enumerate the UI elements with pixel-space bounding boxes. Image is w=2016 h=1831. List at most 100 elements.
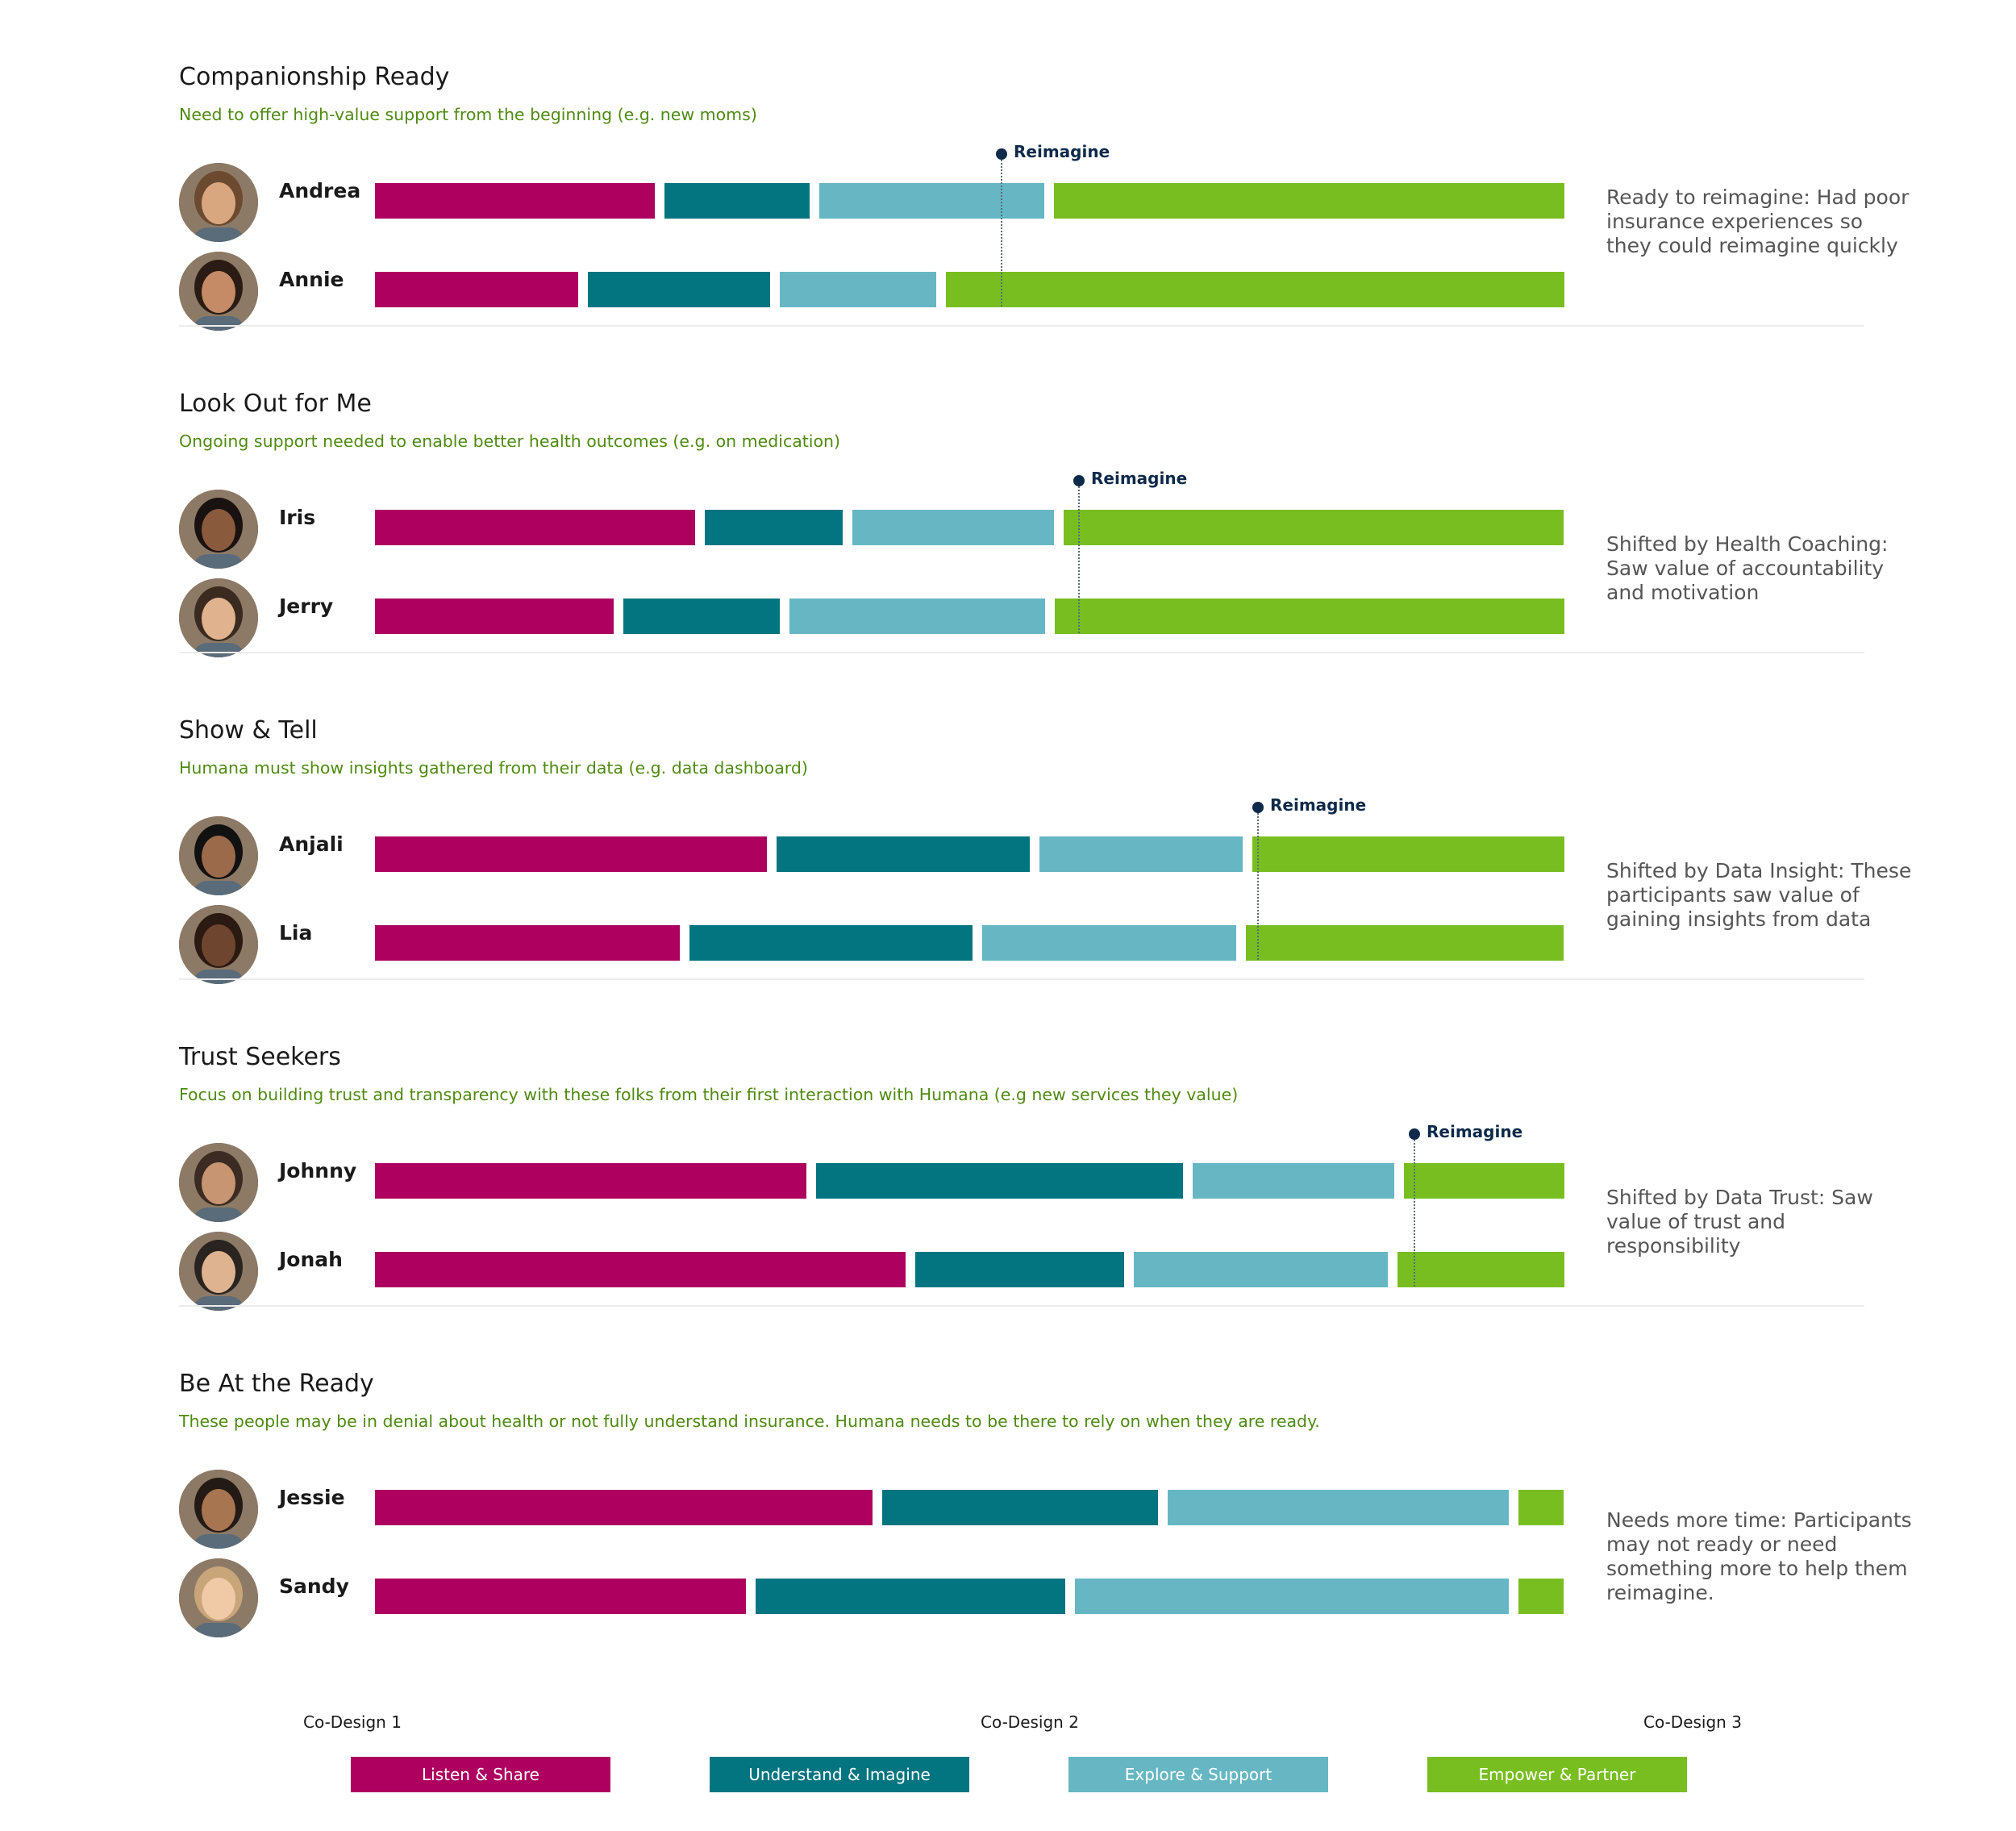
phase-label-1: Co-Design 1 <box>303 1712 402 1732</box>
group-title: Trust Seekers <box>179 1043 341 1071</box>
person-name: Lia <box>279 921 313 945</box>
bar-understand-imagine <box>588 272 770 307</box>
reimagine-line <box>1001 153 1002 307</box>
bar-empower-partner <box>1064 510 1564 545</box>
group-note: Shifted by Health Coaching: Saw value of… <box>1606 532 1889 604</box>
avatar <box>179 163 258 242</box>
person-name: Iris <box>279 506 316 529</box>
group-section: Be At the Ready These people may be in de… <box>0 1307 2016 1637</box>
legend-empower-partner: Empower & Partner <box>1427 1757 1687 1792</box>
avatar <box>179 816 258 895</box>
group-title: Show & Tell <box>179 716 318 744</box>
bar-understand-imagine <box>777 836 1030 872</box>
avatar <box>179 252 258 331</box>
avatar <box>179 905 258 984</box>
bar-explore-support <box>1075 1579 1509 1614</box>
group-section: Show & Tell Humana must show insights gat… <box>0 653 2016 984</box>
avatar <box>179 490 258 569</box>
group-note: Shifted by Data Insight: These participa… <box>1606 859 1912 931</box>
bar-listen-share <box>375 1579 746 1614</box>
avatar <box>179 1558 258 1637</box>
group-title: Be At the Ready <box>179 1370 374 1398</box>
reimagine-label: Reimagine <box>1427 1122 1523 1141</box>
bar-explore-support <box>852 510 1054 545</box>
bar-listen-share <box>375 272 578 307</box>
bar-explore-support <box>780 272 936 307</box>
bar-explore-support <box>819 183 1044 219</box>
person-name: Johnny <box>279 1159 357 1182</box>
bar-explore-support <box>789 599 1045 634</box>
person-name: Jerry <box>279 594 334 618</box>
reimagine-dot <box>1252 802 1264 813</box>
bar-understand-imagine <box>915 1252 1124 1287</box>
bar-empower-partner <box>1054 183 1564 219</box>
section-divider <box>179 652 1864 653</box>
bar-listen-share <box>375 1163 806 1199</box>
group-title: Companionship Ready <box>179 63 450 91</box>
bar-explore-support <box>1193 1163 1394 1199</box>
bar-empower-partner <box>1518 1579 1564 1614</box>
group-subtitle: These people may be in denial about heal… <box>179 1412 1320 1431</box>
bar-listen-share <box>375 599 614 634</box>
person-name: Sandy <box>279 1574 349 1598</box>
bar-empower-partner <box>1055 599 1564 634</box>
avatar <box>179 1143 258 1222</box>
section-divider <box>179 978 1864 980</box>
bar-listen-share <box>375 510 695 545</box>
group-note: Needs more time: Participants may not re… <box>1606 1508 1912 1604</box>
phase-label-3: Co-Design 3 <box>1643 1712 1742 1732</box>
bar-listen-share <box>375 925 680 961</box>
group-subtitle: Need to offer high-value support from th… <box>179 105 757 124</box>
bar-listen-share <box>375 836 767 872</box>
bar-empower-partner <box>1252 836 1564 872</box>
group-note: Shifted by Data Trust: Saw value of trus… <box>1606 1186 1873 1258</box>
bar-explore-support <box>1039 836 1243 872</box>
bar-empower-partner <box>1404 1163 1564 1199</box>
bar-understand-imagine <box>689 925 973 961</box>
group-title: Look Out for Me <box>179 390 372 418</box>
bar-empower-partner <box>946 272 1564 307</box>
reimagine-line <box>1414 1133 1415 1287</box>
group-section: Look Out for Me Ongoing support needed to… <box>0 327 2016 657</box>
bar-listen-share <box>375 1252 906 1287</box>
bar-explore-support <box>1134 1252 1388 1287</box>
group-subtitle: Focus on building trust and transparency… <box>179 1085 1239 1104</box>
legend-explore-support: Explore & Support <box>1068 1757 1328 1792</box>
reimagine-label: Reimagine <box>1014 142 1110 161</box>
person-name: Jessie <box>279 1486 345 1509</box>
bar-explore-support <box>1168 1490 1509 1525</box>
person-name: Anjali <box>279 832 344 856</box>
legend-understand-imagine: Understand & Imagine <box>710 1757 969 1792</box>
avatar <box>179 1232 258 1311</box>
reimagine-dot <box>1409 1128 1420 1140</box>
reimagine-dot <box>996 148 1007 160</box>
section-divider <box>179 1305 1864 1307</box>
section-divider <box>179 325 1864 327</box>
bar-understand-imagine <box>664 183 810 219</box>
phase-label-2: Co-Design 2 <box>981 1712 1079 1732</box>
bar-understand-imagine <box>756 1579 1065 1614</box>
bar-understand-imagine <box>816 1163 1183 1199</box>
reimagine-dot <box>1073 475 1085 486</box>
group-section: Companionship Ready Need to offer high-va… <box>0 0 2016 331</box>
bar-empower-partner <box>1246 925 1564 961</box>
person-name: Annie <box>279 268 344 291</box>
group-note: Ready to reimagine: Had poor insurance e… <box>1606 186 1910 257</box>
bar-empower-partner <box>1518 1490 1564 1525</box>
group-subtitle: Ongoing support needed to enable better … <box>179 432 841 451</box>
avatar <box>179 578 258 657</box>
legend-listen-share: Listen & Share <box>351 1757 610 1792</box>
bar-empower-partner <box>1397 1252 1564 1287</box>
bar-listen-share <box>375 1490 873 1525</box>
group-subtitle: Humana must show insights gathered from … <box>179 758 808 778</box>
bar-listen-share <box>375 183 655 219</box>
bar-understand-imagine <box>882 1490 1158 1525</box>
bar-understand-imagine <box>623 599 780 634</box>
person-name: Andrea <box>279 179 361 202</box>
reimagine-line <box>1257 807 1259 960</box>
reimagine-label: Reimagine <box>1270 795 1367 815</box>
avatar <box>179 1470 258 1549</box>
bar-explore-support <box>982 925 1236 961</box>
bar-understand-imagine <box>705 510 843 545</box>
reimagine-label: Reimagine <box>1091 469 1188 488</box>
